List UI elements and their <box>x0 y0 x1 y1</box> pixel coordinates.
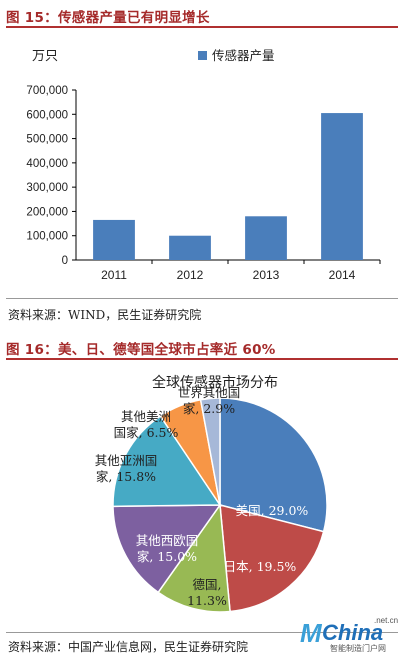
logo-tagline: 智能制造门户网 <box>330 644 386 653</box>
pie-slice-0 <box>219 397 328 533</box>
y-tick-label: 600,000 <box>26 109 68 121</box>
bar-2014 <box>321 113 363 260</box>
pie-slice-label: 家, 15.0% <box>137 549 197 564</box>
legend-swatch <box>198 51 207 60</box>
figure-16-title: 图 16：美、日、德等国全球市占率近 60% <box>6 342 276 358</box>
y-tick-label: 400,000 <box>26 158 68 170</box>
figure-15-title: 图 15：传感器产量已有明显增长 <box>6 10 210 26</box>
figure-15-title-rule <box>6 26 398 28</box>
x-tick-label: 2014 <box>329 268 356 282</box>
pie-slice-label: 德国, <box>193 577 222 592</box>
figure-15-source-rule <box>6 298 398 299</box>
pie-slice-label: 国家, 6.5% <box>114 425 179 440</box>
pie-slice-2 <box>157 502 231 613</box>
y-tick-label: 200,000 <box>26 206 68 218</box>
pie-slice-label: 其他亚洲国 <box>95 453 158 468</box>
pie-slice-label: 家, 2.9% <box>183 401 235 416</box>
y-tick-label: 100,000 <box>26 231 68 243</box>
bar-2013 <box>245 216 287 260</box>
figure-16-source: 资料来源：中国产业信息网，民生证券研究院 <box>8 640 249 654</box>
legend-label: 传感器产量 <box>212 48 275 63</box>
pie-slice-1 <box>219 504 325 613</box>
logo-domain: .net.cn <box>374 616 399 625</box>
pie-slice-label: 家, 15.8% <box>96 469 156 484</box>
x-tick-label: 2013 <box>253 268 280 282</box>
pie-slice-4 <box>112 415 222 508</box>
pie-slice-3 <box>112 504 222 594</box>
bar-2011 <box>93 219 135 260</box>
pie-title: 全球传感器市场分布 <box>152 374 278 391</box>
y-axis-unit-label: 万只 <box>32 49 58 64</box>
figure-16-title-rule <box>6 358 398 360</box>
x-tick-label: 2011 <box>101 268 127 282</box>
logo-mark: M <box>300 618 322 648</box>
china-logo: M China .net.cn 智能制造门户网 <box>300 616 400 654</box>
figure-16-source-rule <box>6 632 398 633</box>
pie-slice-6 <box>199 397 221 506</box>
pie-slice-label: 其他西欧国 <box>136 533 199 548</box>
y-tick-label: 700,000 <box>26 85 68 97</box>
logo-wordmark: China <box>322 620 384 645</box>
pie-slice-label: 11.3% <box>187 593 227 608</box>
pie-slice-label: 世界其他国 <box>178 385 241 400</box>
pie-slice-label: 日本, 19.5% <box>224 559 297 574</box>
pie-slice-label: 美国, 29.0% <box>236 503 309 518</box>
bar-2012 <box>169 235 211 260</box>
y-tick-label: 500,000 <box>26 134 68 146</box>
y-tick-label: 300,000 <box>26 182 68 194</box>
production-bar-chart: 万只 传感器产量 0 100,000 200,000 300,000 400,000 500,… <box>26 48 381 282</box>
figure-15-source: 资料来源：WIND，民生证券研究院 <box>8 308 202 322</box>
x-tick-label: 2012 <box>177 268 204 282</box>
y-tick-label: 0 <box>62 255 68 267</box>
pie-slice-label: 其他美洲 <box>121 409 171 424</box>
